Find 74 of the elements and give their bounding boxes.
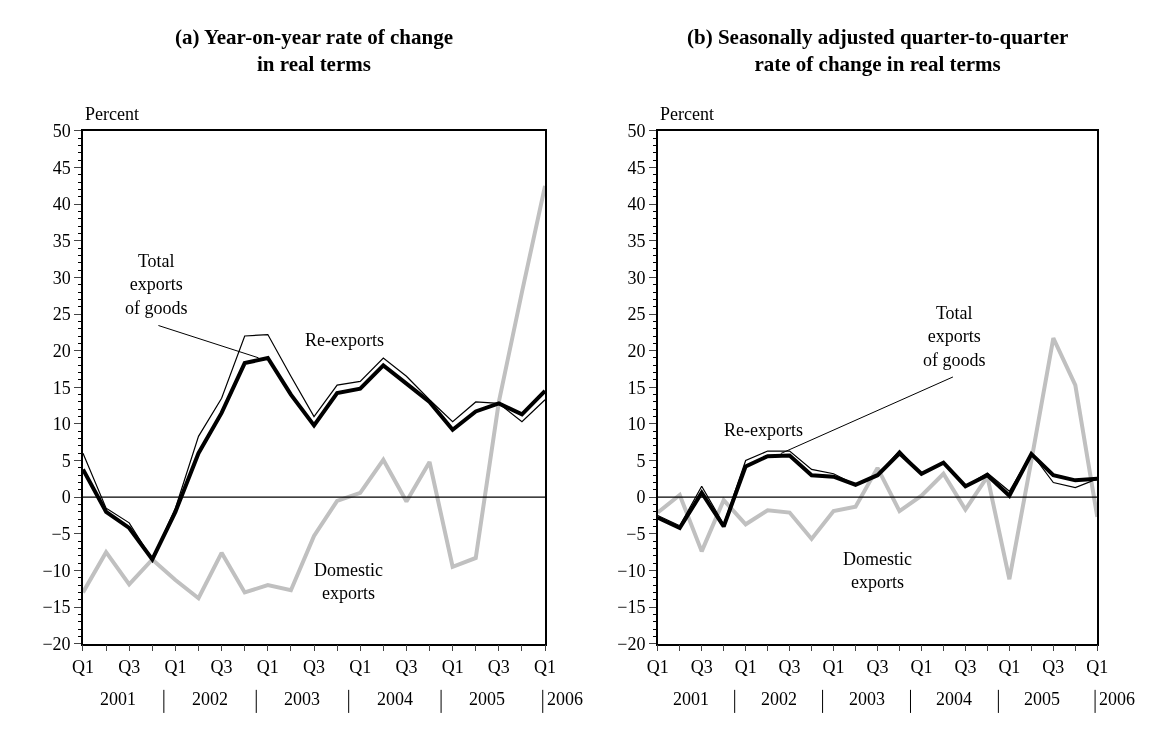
x-tick-label: Q1 <box>349 657 372 678</box>
y-tick-label: 5 <box>61 450 71 471</box>
y-tick-label: 30 <box>52 267 71 288</box>
y-tick-label: −10 <box>617 560 646 581</box>
x-tick-label: Q3 <box>866 657 889 678</box>
y-tick-label: 35 <box>627 231 646 252</box>
y-tick-label: 50 <box>627 121 646 142</box>
y-tick-label: 25 <box>52 304 71 325</box>
y-tick-label: 20 <box>627 340 646 361</box>
y-tick-label: 40 <box>52 194 71 215</box>
y-axis-title: Percent <box>660 104 714 124</box>
y-tick-label: 5 <box>636 450 646 471</box>
y-tick-label: 25 <box>627 304 646 325</box>
series-label: Domestic exports <box>314 560 383 604</box>
text: 2002 <box>192 689 228 709</box>
y-tick-label: 35 <box>52 231 71 252</box>
text: 2003 <box>284 689 320 709</box>
x-tick-label: Q3 <box>778 657 801 678</box>
text: 2001 <box>100 689 136 709</box>
chart-title: (a) Year-on-year rate of change in real terms <box>175 25 453 77</box>
y-tick-label: −15 <box>42 597 71 618</box>
y-tick-label: 0 <box>636 487 646 508</box>
x-tick-label: Q1 <box>534 657 557 678</box>
x-tick-label: Q3 <box>690 657 713 678</box>
x-tick-label: Q1 <box>734 657 757 678</box>
x-tick-label: Q3 <box>303 657 326 678</box>
x-tick-label: Q3 <box>954 657 977 678</box>
x-tick-label: Q3 <box>210 657 233 678</box>
chart-title: (b) Seasonally adjusted quarter-to-quarter rate of change in real terms <box>687 25 1069 77</box>
y-tick-label: −5 <box>626 524 646 545</box>
text: 2006 <box>1099 689 1135 709</box>
x-tick-label: Q1 <box>1086 657 1109 678</box>
y-tick-label: 45 <box>627 157 646 178</box>
y-tick-label: −15 <box>617 597 646 618</box>
x-tick-label: Q1 <box>822 657 845 678</box>
x-tick-label: Q1 <box>646 657 669 678</box>
x-tick-label: Q1 <box>256 657 279 678</box>
text: 2002 <box>761 689 797 709</box>
text: 2004 <box>936 689 972 709</box>
y-tick-label: −20 <box>617 634 646 654</box>
text: 2004 <box>377 689 413 709</box>
text: 2001 <box>673 689 709 709</box>
y-tick-label: −10 <box>42 560 71 581</box>
y-tick-label: 10 <box>52 414 71 435</box>
text: Total exports of goods <box>923 303 986 370</box>
x-tick-label: Q1 <box>164 657 187 678</box>
text: 2005 <box>1024 689 1060 709</box>
series-label: Re-exports <box>724 420 803 440</box>
x-tick-label: Q3 <box>487 657 510 678</box>
series-label: Domestic exports <box>843 549 912 593</box>
y-tick-label: 10 <box>627 414 646 435</box>
y-tick-label: 15 <box>627 377 646 398</box>
y-tick-label: 40 <box>627 194 646 215</box>
y-tick-label: −5 <box>51 524 71 545</box>
y-tick-label: 45 <box>52 157 71 178</box>
y-tick-label: 30 <box>627 267 646 288</box>
x-tick-label: Q3 <box>395 657 418 678</box>
x-tick-label: Q1 <box>910 657 933 678</box>
y-tick-label: 15 <box>52 377 71 398</box>
y-axis-title: Percent <box>85 104 139 124</box>
x-tick-label: Q1 <box>441 657 464 678</box>
text: 2006 <box>547 689 583 709</box>
x-tick-label: Q1 <box>71 657 94 678</box>
y-tick-label: −20 <box>42 634 71 654</box>
text: Total exports of goods <box>125 251 188 318</box>
x-tick-label: Q1 <box>998 657 1021 678</box>
x-tick-label: Q3 <box>1042 657 1065 678</box>
x-tick-label: Q3 <box>118 657 141 678</box>
y-tick-label: 50 <box>52 121 71 142</box>
y-tick-label: 0 <box>61 487 71 508</box>
series-label: Re-exports <box>305 330 384 350</box>
text: 2005 <box>469 689 505 709</box>
y-tick-label: 20 <box>52 340 71 361</box>
text: 2003 <box>849 689 885 709</box>
